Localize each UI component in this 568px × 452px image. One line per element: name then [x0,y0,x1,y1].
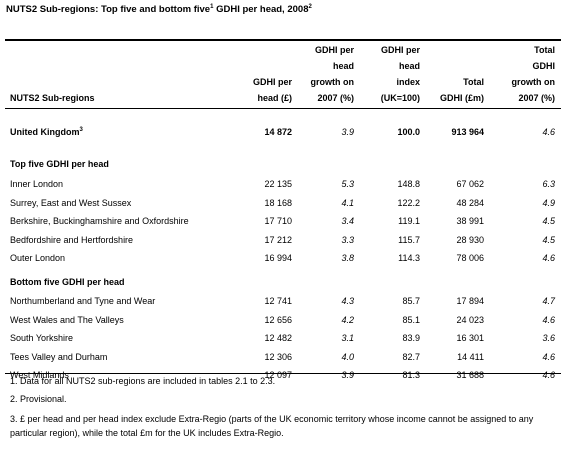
total-growth-on-2007: 6.3 [542,179,555,189]
total-gdhi: 16 301 [456,333,484,343]
gdhi-per-head: 12 656 [264,314,292,325]
header-gdhi-line2: head (£) [257,93,292,103]
region-name: Northumberland and Tyne and Wear [10,296,156,306]
uk-growth: 3.9 [341,127,354,137]
total-gdhi: 67 062 [456,179,484,189]
growth-on-2007: 3.8 [341,253,354,263]
growth-on-2007: 3.4 [341,216,354,226]
per-head-index: 114.3 [398,253,420,263]
header-total-growth-line4: 2007 (%) [518,93,555,103]
top-rule [5,39,561,41]
bottom-five-label: Bottom five GDHI per head [10,277,125,287]
header-total-growth-line3: growth on [511,77,556,87]
header-index-line3: index [396,77,420,87]
total-gdhi: 78 006 [456,253,484,263]
total-growth-on-2007: 4.6 [542,370,555,380]
growth-on-2007: 5.3 [341,179,354,189]
growth-on-2007: 4.2 [341,314,354,325]
header-total-line2: GDHI (£m) [439,93,484,103]
gdhi-per-head: 12 097 [264,370,292,380]
total-gdhi: 24 023 [456,314,484,325]
header-growth-line1: GDHI per [314,45,354,55]
table-title: NUTS2 Sub-regions: Top five and bottom f… [6,3,312,15]
gdhi-per-head: 12 306 [264,351,292,362]
header-growth-line3: growth on [310,77,355,87]
growth-on-2007: 3.9 [341,370,354,380]
per-head-index: 119.1 [398,216,420,226]
region-name: West Wales and The Valleys [10,314,124,325]
header-index-line2: head [398,61,420,71]
gdhi-per-head: 16 994 [264,253,292,263]
header-region: NUTS2 Sub-regions [10,93,95,103]
gdhi-per-head: 17 710 [264,216,292,226]
total-gdhi: 17 894 [456,296,484,306]
uk-index: 100.0 [397,127,420,137]
total-growth-on-2007: 3.6 [542,333,555,343]
header-total-growth-line2: GDHI [532,61,556,71]
header-total-line1: Total [463,77,484,87]
per-head-index: 122.2 [397,197,420,208]
region-name: Outer London [10,253,66,263]
region-name: Berkshire, Buckinghamshire and Oxfordshi… [10,216,189,226]
footnote-2: 2. Provisional. [10,394,67,404]
total-growth-on-2007: 4.7 [542,296,555,306]
header-growth-line2: head [332,61,354,71]
per-head-index: 83.9 [402,333,420,343]
uk-name: United Kingdom3 [10,127,83,137]
uk-total: 913 964 [451,127,484,137]
total-gdhi: 31 688 [456,370,484,380]
gdhi-per-head: 12 741 [264,296,292,306]
uk-total-growth: 4.6 [542,127,555,137]
total-gdhi: 38 991 [456,216,484,226]
per-head-index: 85.7 [402,296,420,306]
growth-on-2007: 3.3 [341,234,354,245]
growth-on-2007: 4.0 [341,351,354,362]
per-head-index: 85.1 [402,314,420,325]
header-rule [5,108,561,109]
gdhi-per-head: 17 212 [264,234,292,245]
region-name: Tees Valley and Durham [10,351,108,362]
total-gdhi: 48 284 [456,197,484,208]
region-name: West Midlands [10,370,69,380]
header-total-growth-line1: Total [534,45,555,55]
growth-on-2007: 4.3 [341,296,354,306]
header-index-line4: (UK=100) [380,93,420,103]
header-gdhi-line1: GDHI per [252,77,292,87]
bottom-rule [5,373,561,374]
uk-gdhi: 14 872 [264,127,292,137]
total-growth-on-2007: 4.6 [542,314,555,325]
top-five-label: Top five GDHI per head [10,159,109,169]
region-name: Bedfordshire and Hertfordshire [10,234,134,245]
per-head-index: 82.7 [402,351,420,362]
region-name: Inner London [10,179,64,189]
header-index-line1: GDHI per [380,45,420,55]
per-head-index: 81.3 [402,370,420,380]
region-name: South Yorkshire [10,333,74,343]
header-growth-line4: 2007 (%) [317,93,354,103]
footnote-3: 3. £ per head and per head index exclude… [10,414,534,438]
total-gdhi: 28 930 [456,234,484,245]
total-gdhi: 14 411 [457,351,484,362]
gdhi-per-head: 22 135 [264,179,292,189]
gdhi-per-head: 12 482 [264,333,292,343]
region-name: Surrey, East and West Sussex [10,197,132,208]
gdhi-per-head: 18 168 [264,197,292,208]
total-growth-on-2007: 4.5 [542,234,555,245]
total-growth-on-2007: 4.9 [542,197,555,208]
per-head-index: 148.8 [397,179,420,189]
total-growth-on-2007: 4.6 [542,253,555,263]
total-growth-on-2007: 4.5 [542,216,555,226]
growth-on-2007: 4.1 [341,197,354,208]
growth-on-2007: 3.1 [341,333,354,343]
total-growth-on-2007: 4.6 [542,351,555,362]
per-head-index: 115.7 [398,234,420,245]
footnote-1: 1. Data for all NUTS2 sub-regions are in… [10,376,276,386]
